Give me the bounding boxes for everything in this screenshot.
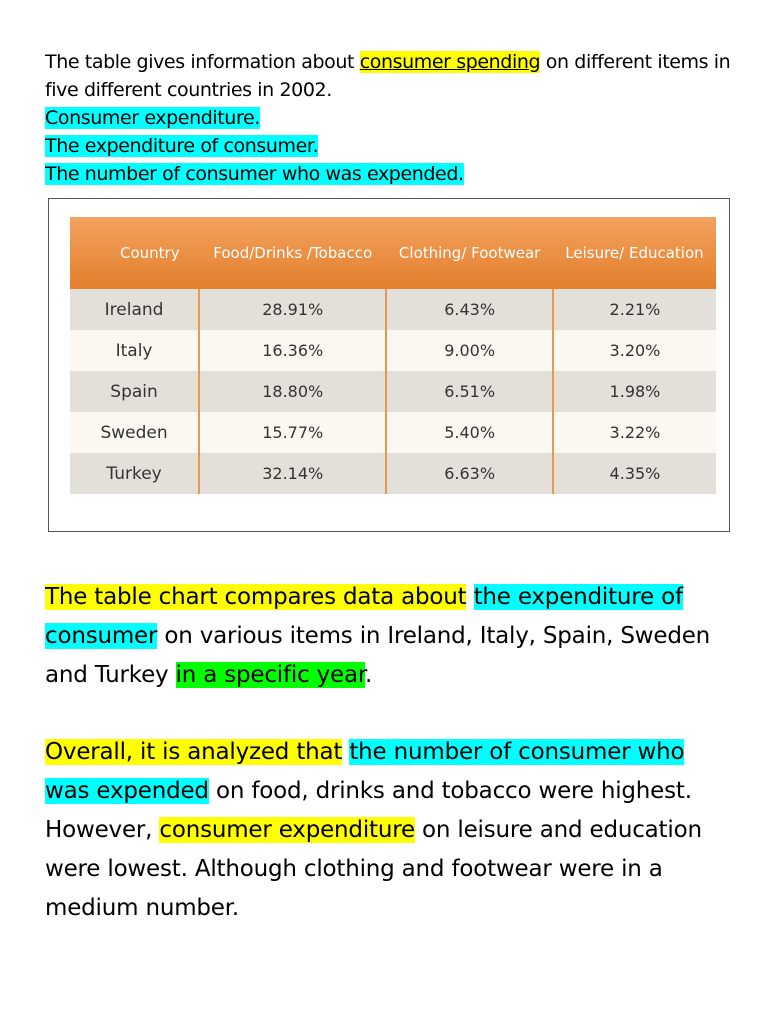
- cell-country: Turkey: [70, 453, 201, 494]
- cell-food: 16.36%: [199, 330, 388, 371]
- cell-country: Sweden: [70, 412, 201, 453]
- cell-food: 18.80%: [199, 371, 388, 412]
- cell-leisure: 1.98%: [552, 371, 716, 412]
- header-country: Country: [70, 217, 200, 289]
- cell-clothing: 9.00%: [386, 330, 554, 371]
- cell-clothing: 5.40%: [386, 412, 554, 453]
- header-food: Food/Drinks /Tobacco: [199, 217, 387, 289]
- cell-food: 28.91%: [199, 289, 388, 330]
- cell-clothing: 6.43%: [386, 289, 554, 330]
- table-row: Ireland 28.91% 6.43% 2.21%: [70, 289, 716, 330]
- paragraph-introduction: The table chart compares data about the …: [45, 584, 711, 688]
- cell-country: Spain: [70, 371, 201, 412]
- header-leisure: Leisure/ Education: [552, 217, 716, 289]
- cell-food: 32.14%: [199, 453, 388, 494]
- highlight-consumer-spending: consumer spending: [359, 51, 541, 73]
- intro-block: The table gives information about consum…: [45, 48, 735, 188]
- table-row: Turkey 32.14% 6.63% 4.35%: [70, 453, 716, 494]
- header-clothing: Clothing/ Footwear: [386, 217, 553, 289]
- cell-leisure: 3.22%: [552, 412, 716, 453]
- cell-food: 15.77%: [199, 412, 388, 453]
- cell-clothing: 6.63%: [386, 453, 554, 494]
- table-row: Sweden 15.77% 5.40% 3.22%: [70, 412, 716, 453]
- cell-country: Ireland: [70, 289, 201, 330]
- cell-country: Italy: [70, 330, 201, 371]
- paraphrase-3: The number of consumer who was expended.: [45, 163, 464, 185]
- table-image-frame: Country Food/Drinks /Tobacco Clothing/ F…: [48, 198, 730, 532]
- essay-body: The table chart compares data about the …: [45, 578, 735, 966]
- paragraph-overview: Overall, it is analyzed that the number …: [45, 739, 702, 921]
- table-row: Italy 16.36% 9.00% 3.20%: [70, 330, 716, 371]
- cell-clothing: 6.51%: [386, 371, 554, 412]
- table-header-row: Country Food/Drinks /Tobacco Clothing/ F…: [70, 217, 716, 289]
- cell-leisure: 2.21%: [552, 289, 716, 330]
- spending-table: Country Food/Drinks /Tobacco Clothing/ F…: [70, 217, 716, 494]
- cell-leisure: 3.20%: [552, 330, 716, 371]
- cell-leisure: 4.35%: [552, 453, 716, 494]
- paraphrase-1: Consumer expenditure.: [45, 107, 260, 129]
- paraphrase-2: The expenditure of consumer.: [45, 135, 319, 157]
- intro-sentence: The table gives information about consum…: [45, 51, 731, 101]
- table-row: Spain 18.80% 6.51% 1.98%: [70, 371, 716, 412]
